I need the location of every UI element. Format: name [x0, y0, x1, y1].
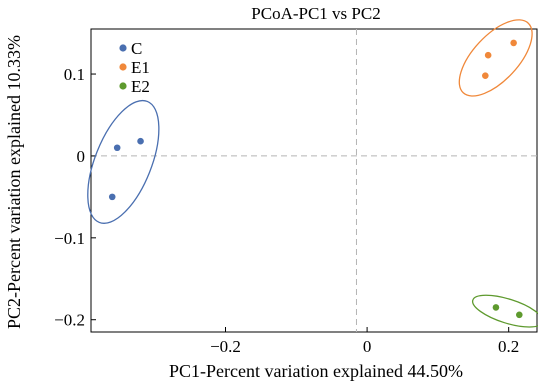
y-tick-label: 0: [77, 147, 86, 166]
legend-label-e2: E2: [131, 77, 150, 96]
plot-frame: [90, 28, 538, 333]
point-e1: [484, 51, 492, 59]
ellipse-c: [87, 99, 160, 224]
legend-label-e1: E1: [131, 58, 150, 77]
legend-marker-e2: [119, 82, 127, 90]
point-c: [137, 137, 144, 145]
point-c: [113, 144, 121, 152]
ellipse-e2: [471, 294, 538, 328]
legend-label-c: C: [131, 39, 142, 58]
y-tick-label: −0.2: [54, 311, 85, 330]
chart-title: PCoA-PC1 vs PC2: [251, 4, 380, 23]
ellipse-e1: [458, 19, 533, 97]
point-c: [108, 193, 116, 201]
point-e1: [482, 72, 489, 79]
y-tick-label: −0.1: [54, 229, 85, 248]
legend-marker-e1: [119, 63, 127, 71]
x-tick-label: −0.2: [210, 337, 241, 356]
y-axis-label: PC2-Percent variation explained 10.33%: [4, 35, 24, 329]
point-e2: [516, 311, 523, 319]
point-e2: [492, 304, 500, 311]
y-tick-label: 0.1: [64, 65, 85, 84]
x-tick-label: 0.2: [498, 337, 519, 356]
x-axis-label: PC1-Percent variation explained 44.50%: [169, 361, 463, 381]
point-e1: [510, 39, 517, 47]
x-tick-label: 0: [363, 337, 372, 356]
legend-marker-c: [119, 44, 127, 52]
